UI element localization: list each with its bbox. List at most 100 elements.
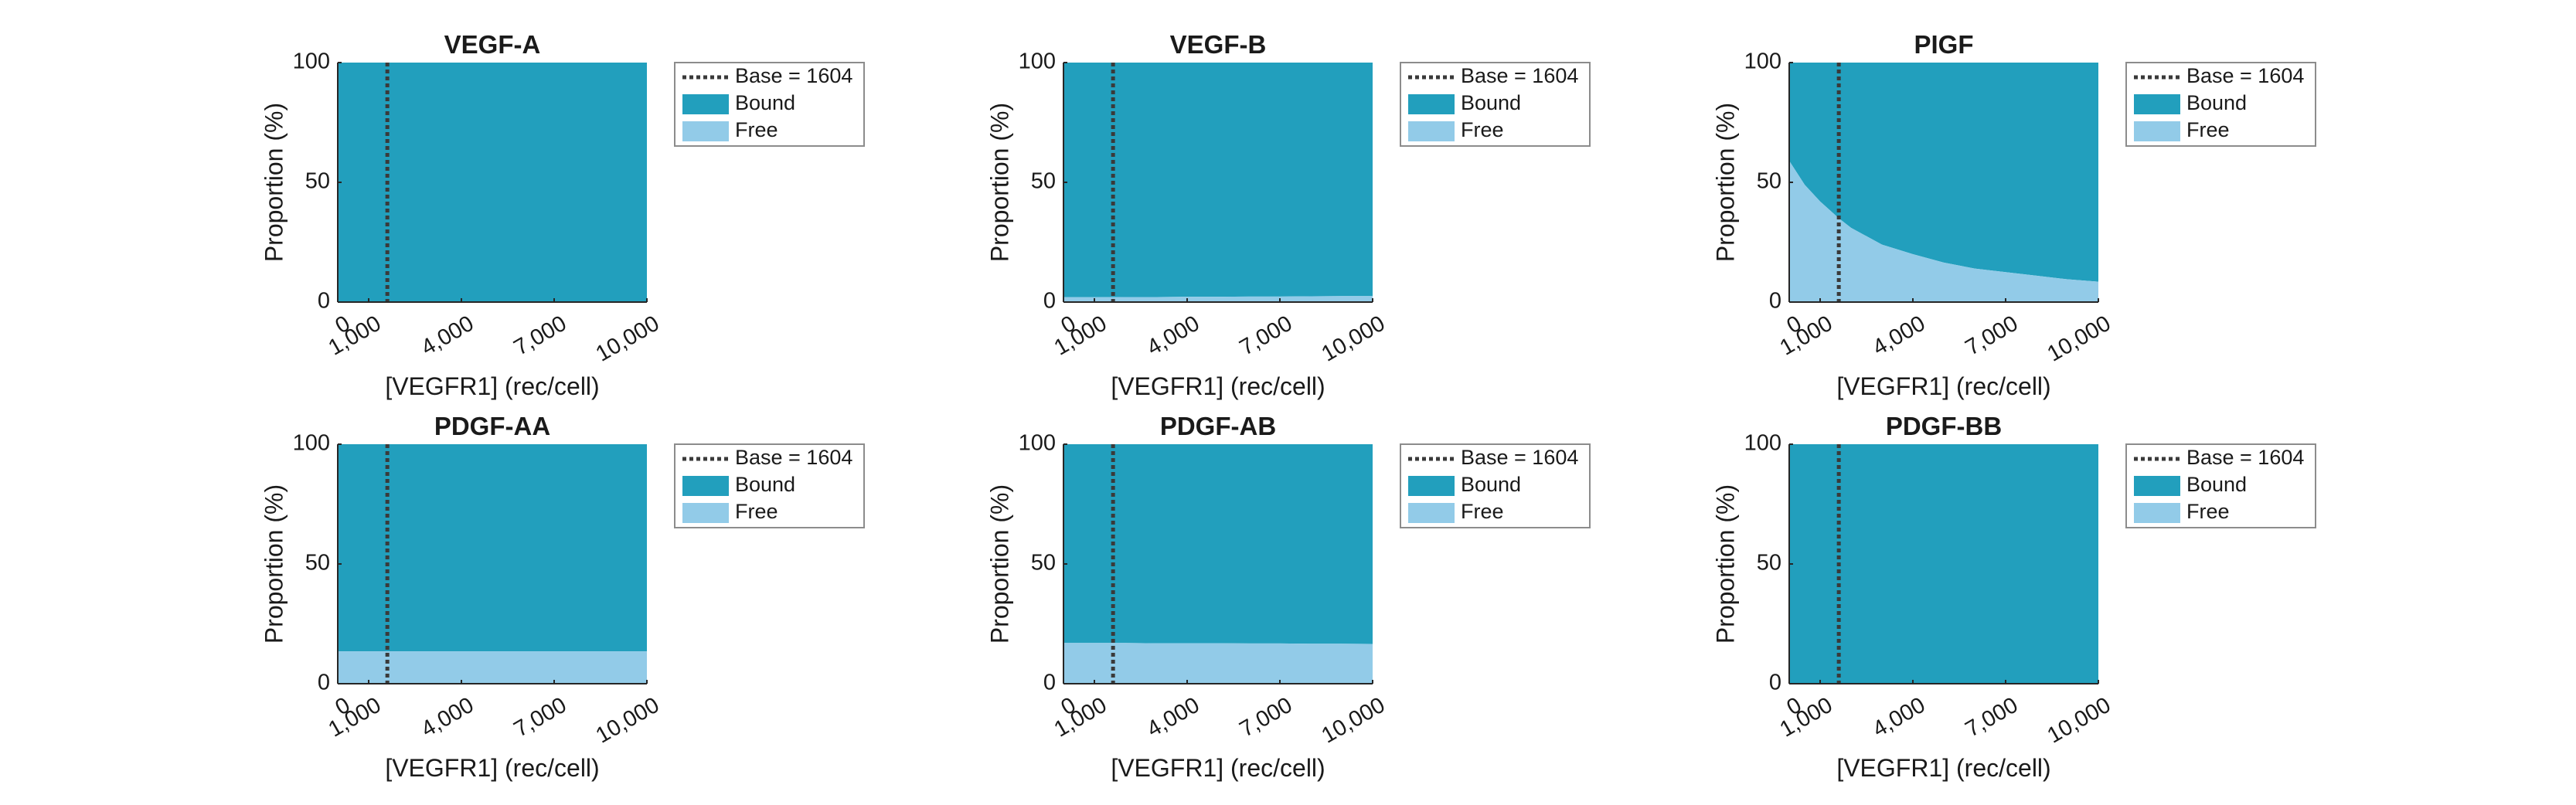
legend-label: Bound [2186, 473, 2247, 496]
x-tick-label: 7,000 [1962, 693, 2023, 742]
x-tick-label: 10,000 [2043, 693, 2115, 749]
legend-label: Base = 1604 [1461, 446, 1578, 469]
legend-swatch-free [2134, 121, 2180, 141]
legend-label: Bound [2186, 91, 2247, 114]
x-tick-label: 10,000 [1318, 693, 1390, 749]
panel-title: VEGF-B [1170, 30, 1267, 59]
y-tick-label: 0 [318, 671, 330, 695]
legend: Base = 1604 Bound Free [674, 62, 865, 147]
legend-swatch-bound [2134, 94, 2180, 114]
bound-area [1789, 444, 2098, 684]
y-tick-label: 0 [1043, 671, 1056, 695]
y-tick-label: 0 [1043, 289, 1056, 314]
legend-label: Free [1461, 500, 1504, 523]
free-area [1063, 296, 1373, 302]
y-axis-label: Proportion (%) [260, 103, 288, 262]
x-axis-label: [VEGFR1] (rec/cell) [385, 754, 599, 782]
y-tick-label: 100 [293, 431, 330, 456]
y-tick-label: 100 [1019, 431, 1056, 456]
y-axis-label: Proportion (%) [1711, 484, 1739, 644]
legend-swatch-bound [682, 94, 729, 114]
free-area [1063, 643, 1373, 684]
x-tick-label: 7,000 [1236, 311, 1297, 361]
bound-area [338, 444, 647, 652]
legend-swatch-free [2134, 503, 2180, 523]
y-axis-label: Proportion (%) [985, 484, 1013, 644]
legend-label: Bound [735, 91, 795, 114]
legend-swatch-bound [2134, 476, 2180, 496]
legend: Base = 1604 Bound Free [2125, 62, 2316, 147]
y-tick-label: 0 [318, 289, 330, 314]
bound-area [338, 63, 647, 302]
panel-title: PDGF-AA [434, 412, 550, 440]
y-tick-label: 100 [293, 49, 330, 74]
legend-swatch-bound [1408, 94, 1455, 114]
bound-area [1063, 63, 1373, 297]
free-area [1789, 161, 2098, 302]
legend-label: Bound [1461, 473, 1521, 496]
y-tick-label: 100 [1744, 431, 1781, 456]
y-tick-label: 50 [1031, 551, 1056, 576]
legend: Base = 1604 Bound Free [2125, 443, 2316, 528]
y-tick-label: 50 [1031, 169, 1056, 194]
panel-title: PDGF-BB [1886, 412, 2002, 440]
legend-label: Base = 1604 [735, 446, 852, 469]
legend-swatch-bound [1408, 476, 1455, 496]
free-area [338, 651, 647, 684]
legend-swatch-bound [682, 476, 729, 496]
legend-label: Base = 1604 [2186, 64, 2304, 87]
x-tick-label: 4,000 [417, 311, 478, 361]
y-tick-label: 50 [1757, 169, 1781, 194]
panel-title: PDGF-AB [1160, 412, 1276, 440]
legend-label: Bound [735, 473, 795, 496]
legend-swatch-free [682, 121, 729, 141]
x-tick-label: 10,000 [592, 693, 664, 749]
legend: Base = 1604 Bound Free [1400, 443, 1591, 528]
x-tick-label: 4,000 [1869, 311, 1930, 361]
x-tick-label: 10,000 [2043, 311, 2115, 367]
legend-label: Base = 1604 [1461, 64, 1578, 87]
x-axis-label: [VEGFR1] (rec/cell) [385, 372, 599, 400]
y-axis-label: Proportion (%) [260, 484, 288, 644]
x-tick-label: 4,000 [417, 693, 478, 742]
y-axis-label: Proportion (%) [1711, 103, 1739, 262]
x-tick-label: 7,000 [1962, 311, 2023, 361]
panel-title: VEGF-A [444, 30, 541, 59]
y-tick-label: 0 [1769, 289, 1781, 314]
legend-label: Free [2186, 500, 2230, 523]
legend-label: Free [735, 118, 778, 141]
legend-label: Base = 1604 [735, 64, 852, 87]
legend-label: Bound [1461, 91, 1521, 114]
legend-label: Base = 1604 [2186, 446, 2304, 469]
legend-swatch-free [1408, 503, 1455, 523]
legend-swatch-free [1408, 121, 1455, 141]
legend-label: Free [2186, 118, 2230, 141]
y-tick-label: 0 [1769, 671, 1781, 695]
x-tick-label: 7,000 [510, 693, 571, 742]
panel-title: PIGF [1914, 30, 1973, 59]
y-tick-label: 50 [305, 169, 330, 194]
legend-swatch-free [682, 503, 729, 523]
legend: Base = 1604 Bound Free [674, 443, 865, 528]
bound-area [1789, 63, 2098, 282]
y-tick-label: 50 [1757, 551, 1781, 576]
x-tick-label: 7,000 [510, 311, 571, 361]
y-tick-label: 50 [305, 551, 330, 576]
x-tick-label: 7,000 [1236, 693, 1297, 742]
y-tick-label: 100 [1019, 49, 1056, 74]
bound-area [1063, 444, 1373, 644]
x-tick-label: 10,000 [1318, 311, 1390, 367]
x-axis-label: [VEGFR1] (rec/cell) [1836, 372, 2050, 400]
x-axis-label: [VEGFR1] (rec/cell) [1111, 754, 1325, 782]
x-axis-label: [VEGFR1] (rec/cell) [1836, 754, 2050, 782]
legend-label: Free [1461, 118, 1504, 141]
x-tick-label: 4,000 [1869, 693, 1930, 742]
x-tick-label: 4,000 [1143, 693, 1204, 742]
